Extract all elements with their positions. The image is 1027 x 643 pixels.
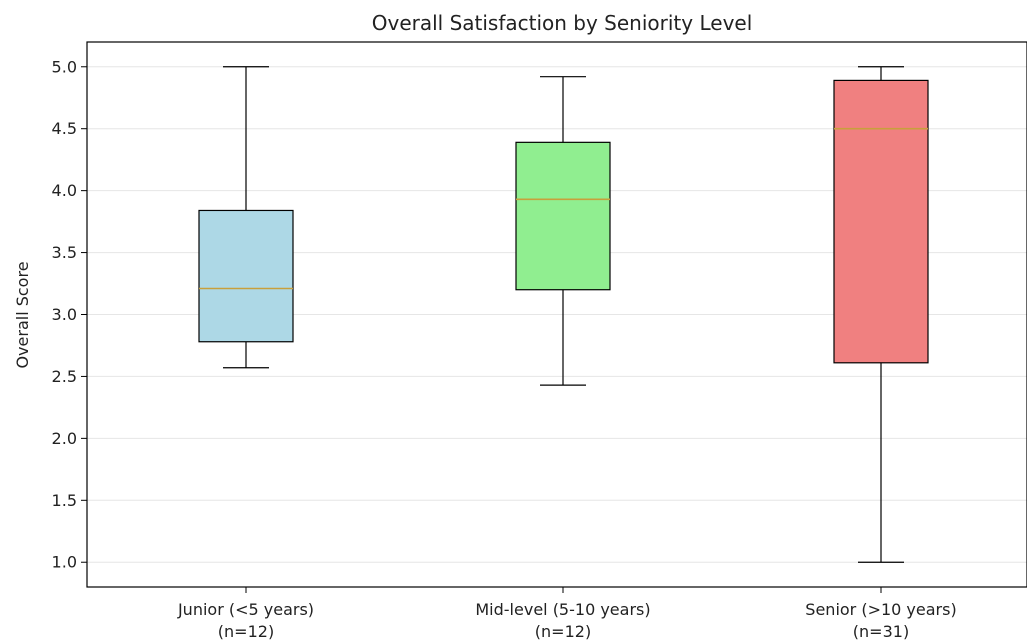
x-tick-label: Senior (>10 years) (805, 600, 956, 619)
x-axis-ticks: Junior (<5 years) (n=12) Mid-level (5-10 y… (177, 587, 957, 641)
y-tick-label: 2.5 (52, 367, 77, 386)
box-iqr (515, 141, 611, 291)
y-tick-label: 5.0 (52, 57, 77, 76)
x-tick-label: Junior (<5 years) (177, 600, 314, 619)
box-group (515, 76, 611, 386)
box-iqr (198, 209, 294, 343)
y-tick-label: 4.0 (52, 181, 77, 200)
y-tick-label: 2.0 (52, 429, 77, 448)
y-tick-label: 3.5 (52, 243, 77, 262)
box-iqr (833, 79, 929, 364)
y-tick-label: 3.0 (52, 305, 77, 324)
y-tick-label: 1.5 (52, 491, 77, 510)
y-tick-label: 4.5 (52, 119, 77, 138)
x-tick-label: Mid-level (5-10 years) (475, 600, 650, 619)
x-tick-count-label: (n=12) (535, 622, 591, 641)
y-tick-label: 1.0 (52, 553, 77, 572)
chart-title: Overall Satisfaction by Seniority Level (372, 11, 753, 35)
y-axis-ticks: 1.0 1.5 2.0 2.5 3.0 3.5 4.0 4.5 5.0 (52, 57, 87, 572)
y-axis-label: Overall Score (13, 261, 32, 368)
box-group (833, 66, 929, 563)
box-series (198, 66, 929, 563)
box-group (198, 66, 294, 369)
x-tick-count-label: (n=12) (218, 622, 274, 641)
x-tick-count-label: (n=31) (853, 622, 909, 641)
